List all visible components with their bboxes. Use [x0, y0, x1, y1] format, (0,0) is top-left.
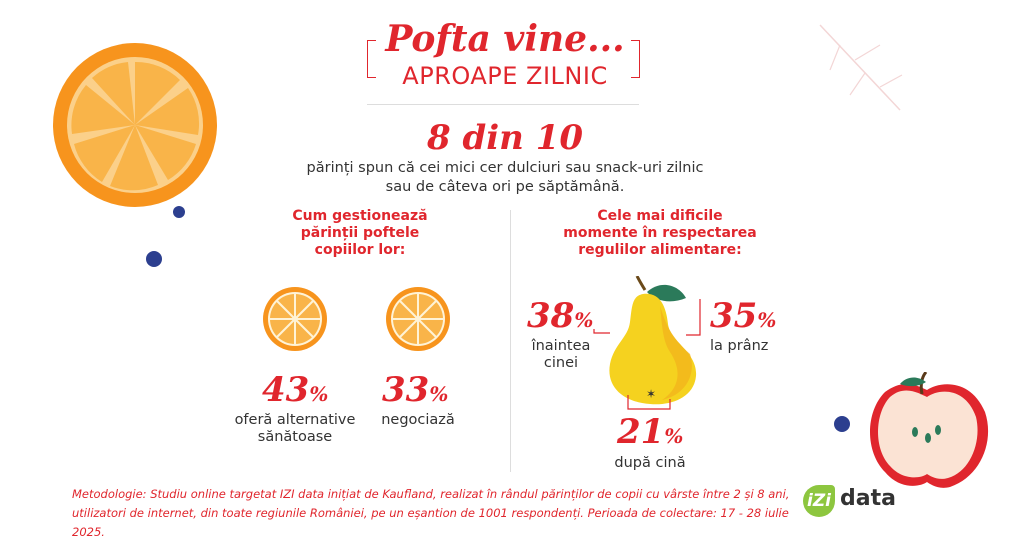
blueberry-icon: [173, 206, 185, 218]
bracket-left: [367, 40, 376, 78]
stat-value: 38%: [527, 296, 594, 336]
stat-value: 21%: [617, 412, 684, 452]
stat-label: după cină: [614, 455, 686, 471]
pear-icon: ✶: [609, 276, 697, 405]
headline-stat: 8 din 10: [426, 118, 584, 158]
bracket-right: [631, 40, 640, 78]
stat-label: oferă alternative sănătoase: [234, 412, 356, 445]
left-section-title: Cum gestionează părinții poftele copiilo…: [292, 208, 428, 258]
stat-label: înaintea cinei: [531, 338, 591, 371]
blueberry-icon: [834, 416, 850, 432]
orange-slice-icon: [386, 287, 450, 351]
izi-logo-mark: iZi: [803, 485, 835, 517]
stat-label: la prânz: [710, 338, 769, 354]
izi-logo-word: data: [840, 486, 896, 511]
title-line1: Pofta vine...: [385, 18, 625, 60]
connector-lines: [593, 299, 701, 410]
stat-value: 33%: [382, 370, 449, 410]
methodology-note: Metodologie: Studiu online targetat IZI …: [72, 487, 790, 539]
divider: [367, 104, 639, 105]
stat-label: negociază: [381, 412, 455, 428]
apple-half-icon: [870, 372, 989, 488]
stat-value: 35%: [710, 296, 777, 336]
orange-slice-icon: [263, 287, 327, 351]
headline-text: părinți spun că cei mici cer dulciuri sa…: [306, 160, 704, 195]
title-line2: APROAPE ZILNIC: [402, 62, 608, 90]
column-divider: [510, 210, 511, 472]
stat-value: 43%: [262, 370, 329, 410]
svg-text:✶: ✶: [646, 387, 656, 401]
orange-slice-icon: [53, 43, 217, 207]
right-section-title: Cele mai dificile momente în respectarea…: [563, 208, 757, 258]
blueberry-icon: [146, 251, 162, 267]
sprig-icon: [819, 24, 903, 111]
